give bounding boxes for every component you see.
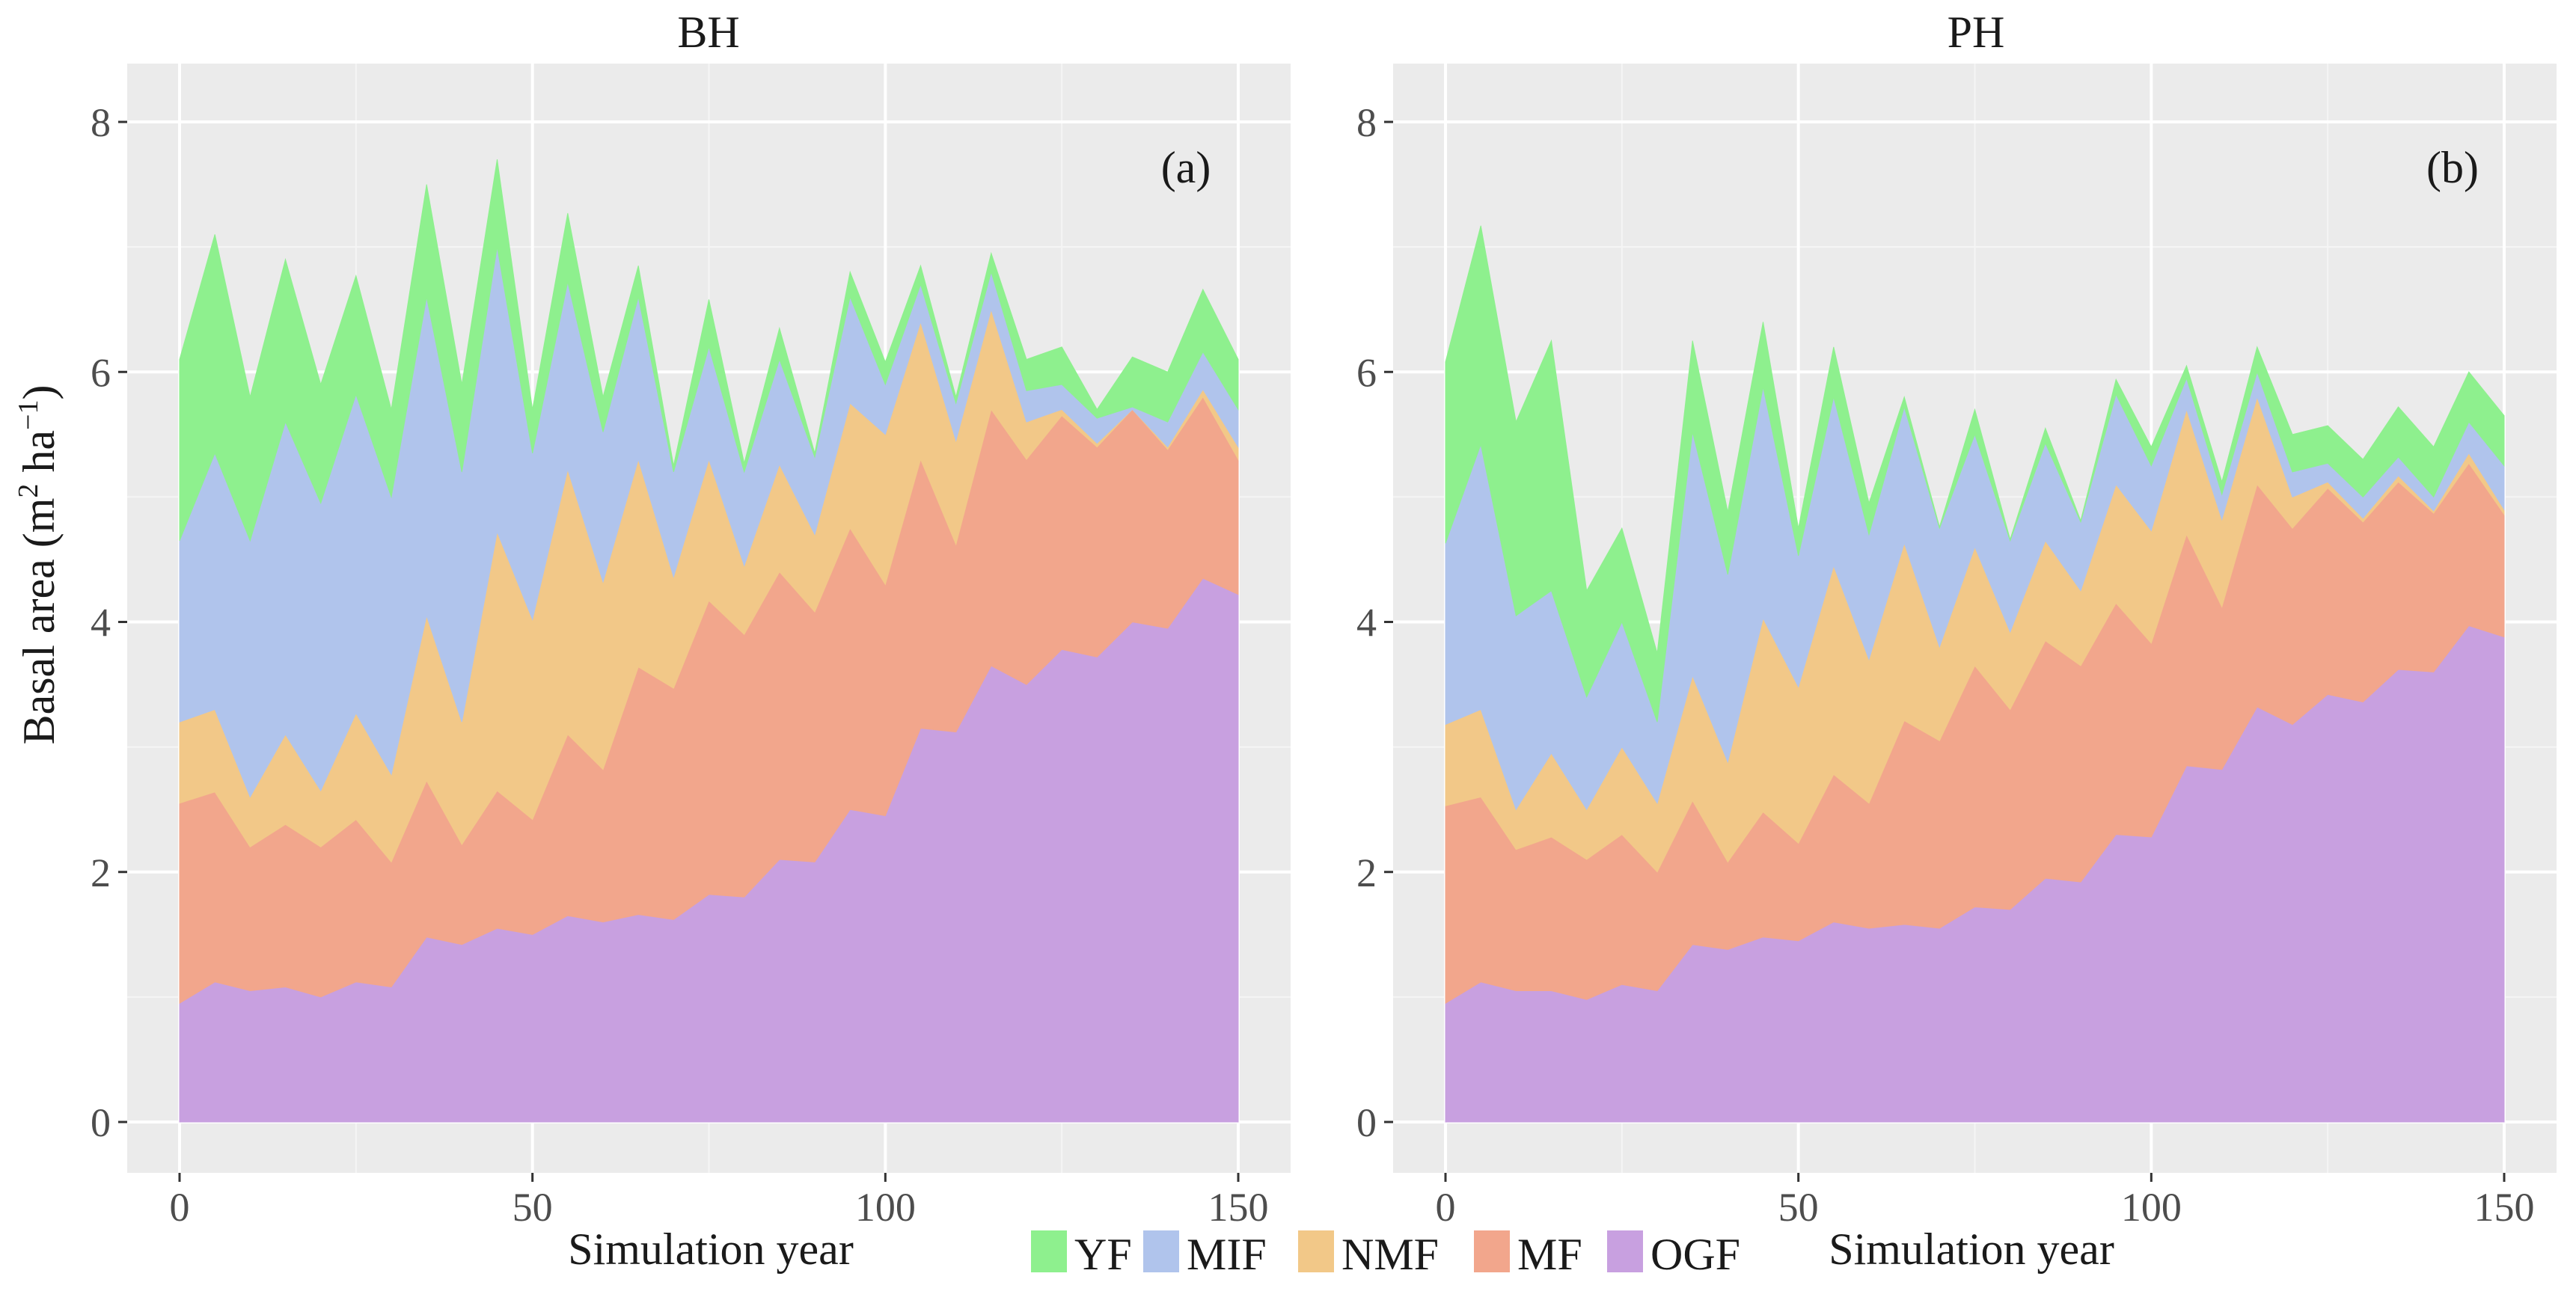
panel-title-ph: PH [1948, 7, 2005, 57]
y-axis-title-sup2: 2 [13, 484, 44, 498]
ticks-ph: 0 50 100 150 0 2 4 6 8 [1356, 100, 2535, 1230]
x-tick-label-bh: 150 [1208, 1185, 1269, 1230]
y-axis-title-end: ) [14, 385, 64, 400]
x-axis-title-bh: Simulation year [568, 1224, 854, 1274]
y-tick-label-bh: 8 [91, 100, 111, 145]
x-tick-label-ph: 100 [2121, 1185, 2182, 1230]
panel-bh: BH 0 50 100 150 0 2 4 6 8 (a) Simulation year [91, 7, 1291, 1274]
x-tick-label-bh: 0 [170, 1185, 190, 1230]
y-tick-label-ph: 6 [1356, 350, 1377, 395]
area-yf-bh [179, 159, 1239, 542]
legend-swatch-nmf [1298, 1230, 1334, 1272]
areas-ph [1445, 225, 2505, 1123]
x-tick-label-ph: 0 [1436, 1185, 1456, 1230]
y-tick-label-ph: 2 [1356, 850, 1377, 895]
y-tick-label-bh: 4 [91, 601, 111, 646]
y-axis-title: Basal area (m2 ha−1) [13, 385, 64, 745]
areas-bh [179, 159, 1239, 1123]
y-tick-label-bh: 2 [91, 850, 111, 895]
legend-swatch-ogf [1607, 1230, 1643, 1272]
panel-title-bh: BH [677, 7, 739, 57]
y-tick-label-ph: 4 [1356, 601, 1377, 646]
x-tick-label-ph: 150 [2474, 1185, 2535, 1230]
y-tick-label-ph: 8 [1356, 100, 1377, 145]
y-tick-label-bh: 6 [91, 350, 111, 395]
area-yf-ph [1445, 225, 2505, 723]
legend-label-nmf: NMF [1341, 1230, 1439, 1279]
x-axis-title-ph: Simulation year [1829, 1224, 2114, 1274]
panel-tag-b: (b) [2426, 143, 2479, 192]
x-tick-label-bh: 100 [855, 1185, 916, 1230]
panel-tag-a: (a) [1161, 143, 1211, 192]
panel-ph: PH 0 50 100 150 0 2 4 6 8 (b) Simulation year [1356, 7, 2557, 1274]
legend: YF MIF NMF MF OGF [1031, 1230, 1740, 1279]
x-tick-label-ph: 50 [1778, 1185, 1819, 1230]
ticks-bh: 0 50 100 150 0 2 4 6 8 [91, 100, 1269, 1230]
y-axis-title-supm1: −1 [13, 400, 44, 430]
legend-swatch-mif [1143, 1230, 1179, 1272]
legend-swatch-yf [1031, 1230, 1067, 1272]
legend-label-ogf: OGF [1650, 1230, 1740, 1279]
y-tick-label-ph: 0 [1356, 1100, 1377, 1145]
legend-swatch-mf [1474, 1230, 1510, 1272]
y-axis-title-main: Basal area (m [14, 498, 64, 745]
legend-label-yf: YF [1074, 1230, 1132, 1279]
legend-label-mif: MIF [1187, 1230, 1267, 1279]
legend-label-mf: MF [1517, 1230, 1582, 1279]
x-tick-label-bh: 50 [513, 1185, 553, 1230]
y-tick-label-bh: 0 [91, 1100, 111, 1145]
y-axis-title-mid: ha [14, 430, 64, 484]
